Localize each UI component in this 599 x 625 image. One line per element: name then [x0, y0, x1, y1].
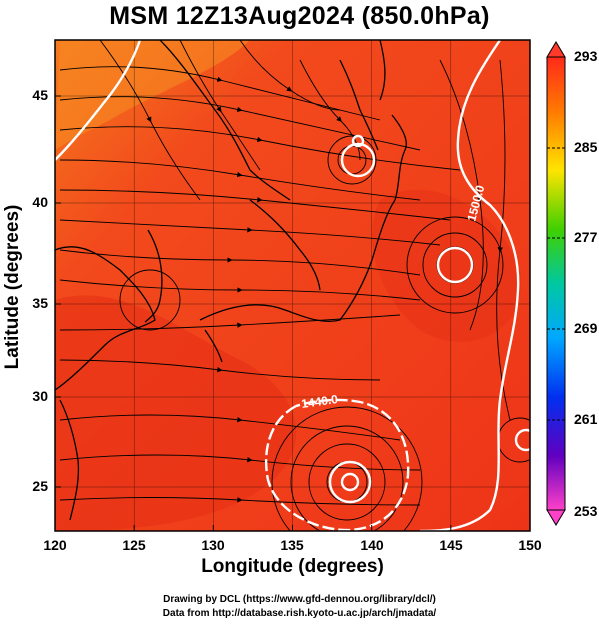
lon-tick-label: 125	[122, 537, 146, 553]
contour-label: 1440.0	[300, 392, 339, 411]
y-axis-label: Latitude (degrees)	[2, 204, 23, 370]
colorbar-tick-label: 277	[574, 229, 598, 245]
colorbar-tick-label: 261	[574, 411, 598, 427]
axis-ticks	[54, 95, 531, 531]
colorbar-tick-label: 269	[574, 320, 598, 336]
lon-tick-label: 135	[280, 537, 304, 553]
lat-tick-label: 25	[32, 478, 48, 494]
lon-tick-label: 150	[518, 537, 542, 553]
lon-tick-label: 145	[439, 537, 463, 553]
lat-tick-label: 40	[32, 194, 48, 210]
lat-tick-label: 35	[32, 295, 48, 311]
lon-tick-label: 140	[360, 537, 384, 553]
field-patch	[55, 40, 250, 150]
lon-tick-label: 120	[43, 537, 67, 553]
colorbar	[546, 41, 566, 526]
lat-tick-label: 45	[32, 87, 48, 103]
x-axis-label: Longitude (degrees)	[201, 556, 384, 577]
lon-tick-label: 130	[201, 537, 225, 553]
field-patch	[55, 295, 297, 531]
coastlines	[55, 40, 407, 521]
chart-title: MSM 12Z13Aug2024 (850.0hPa)	[109, 2, 490, 30]
colorbar-tick-label: 253	[574, 503, 598, 519]
height-contours	[55, 40, 530, 531]
credit-line-2: Data from http://database.rish.kyoto-u.a…	[162, 608, 437, 619]
colorbar-tick-label: 293	[574, 48, 598, 64]
colorbar-tick-label: 285	[574, 139, 598, 155]
lat-tick-label: 30	[32, 388, 48, 404]
credit-line-1: Drawing by DCL (https://www.gfd-dennou.o…	[163, 594, 436, 605]
streamlines	[59, 40, 530, 531]
